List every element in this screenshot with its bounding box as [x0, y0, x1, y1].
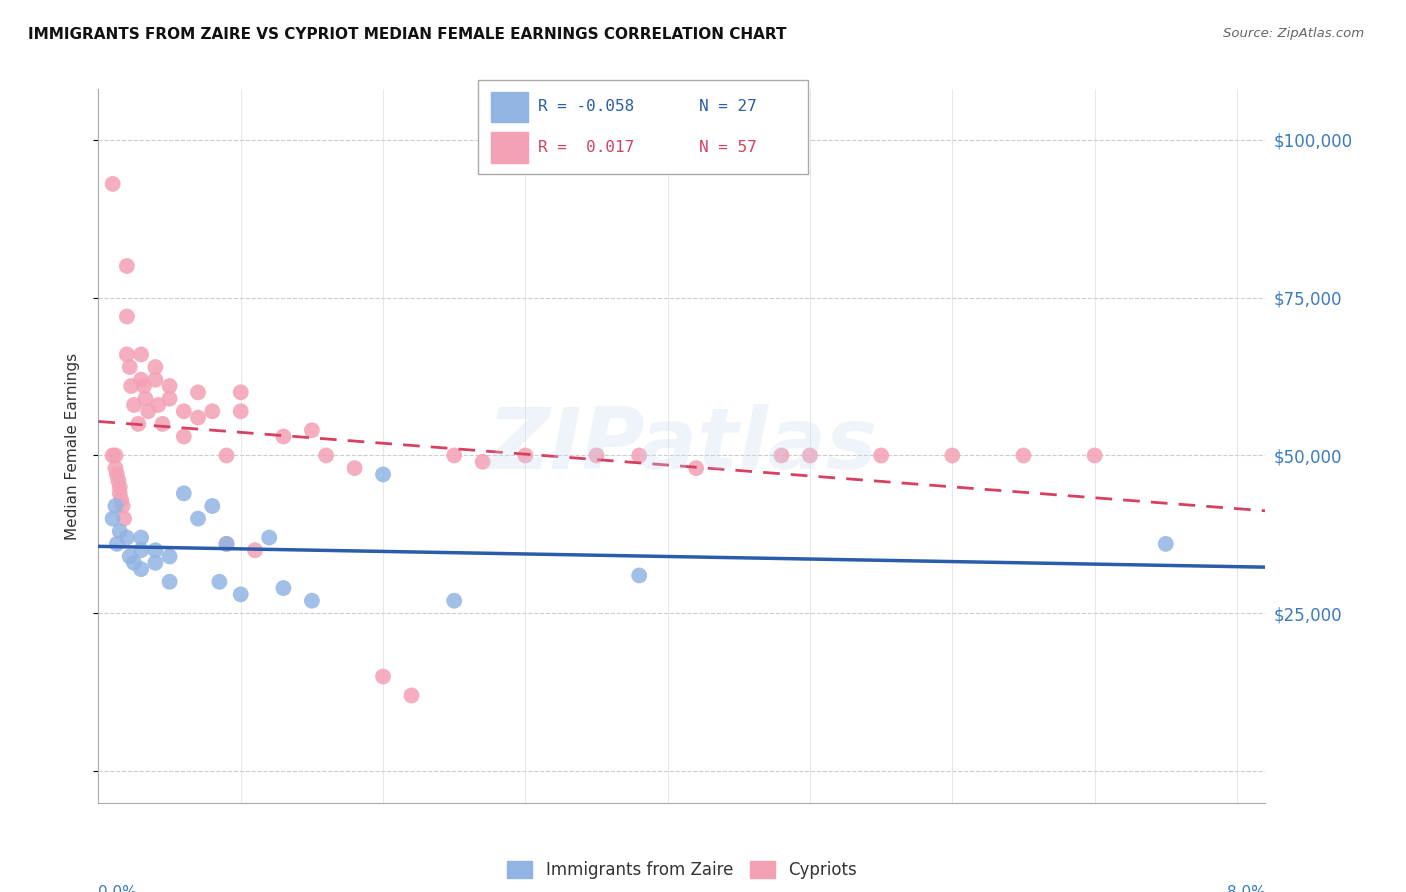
Point [108, 524, 131, 539]
Point [371, 669, 394, 683]
Point [129, 373, 152, 387]
Point [799, 449, 821, 463]
Text: ZIPatlas: ZIPatlas [486, 404, 877, 488]
Point [107, 474, 129, 488]
Point [115, 347, 138, 361]
Point [129, 531, 152, 545]
Point [1084, 449, 1107, 463]
Point [173, 429, 195, 443]
Point [115, 531, 138, 545]
Text: R = -0.058: R = -0.058 [537, 99, 634, 114]
Point [104, 499, 127, 513]
Point [101, 449, 124, 463]
Bar [491, 132, 527, 162]
Point [343, 461, 366, 475]
Point [301, 593, 323, 607]
Point [108, 486, 131, 500]
Point [105, 537, 128, 551]
Text: 0.0%: 0.0% [98, 885, 138, 892]
Point [110, 492, 132, 507]
Point [143, 543, 166, 558]
Point [122, 398, 145, 412]
Legend: Immigrants from Zaire, Cypriots: Immigrants from Zaire, Cypriots [499, 853, 865, 888]
Point [229, 404, 252, 418]
Point [143, 360, 166, 375]
Point [187, 410, 209, 425]
Point [152, 417, 174, 431]
Point [108, 480, 131, 494]
Text: IMMIGRANTS FROM ZAIRE VS CYPRIOT MEDIAN FEMALE EARNINGS CORRELATION CHART: IMMIGRANTS FROM ZAIRE VS CYPRIOT MEDIAN … [28, 27, 786, 42]
Point [127, 417, 149, 431]
Text: R =  0.017: R = 0.017 [537, 140, 634, 155]
Point [515, 449, 537, 463]
Point [118, 549, 141, 564]
Point [122, 556, 145, 570]
Point [215, 537, 238, 551]
Point [685, 461, 707, 475]
Point [159, 379, 181, 393]
Point [129, 543, 152, 558]
Point [105, 467, 128, 482]
Point [628, 568, 651, 582]
Point [187, 511, 209, 525]
Point [243, 543, 266, 558]
Text: N = 27: N = 27 [699, 99, 758, 114]
Point [273, 581, 295, 595]
Point [159, 574, 181, 589]
Point [104, 449, 127, 463]
Y-axis label: Median Female Earnings: Median Female Earnings [65, 352, 80, 540]
Text: 8.0%: 8.0% [1226, 885, 1265, 892]
Point [134, 392, 156, 406]
Point [115, 259, 138, 273]
Point [471, 455, 494, 469]
Point [401, 689, 423, 703]
Point [941, 449, 963, 463]
Point [159, 549, 181, 564]
Point [215, 449, 238, 463]
Point [129, 562, 152, 576]
Point [229, 385, 252, 400]
Text: N = 57: N = 57 [699, 140, 758, 155]
Point [1012, 449, 1035, 463]
Point [201, 499, 224, 513]
Point [129, 347, 152, 361]
Point [173, 404, 195, 418]
Point [112, 511, 135, 525]
Point [443, 593, 465, 607]
Point [315, 449, 337, 463]
Point [770, 449, 793, 463]
Point [443, 449, 465, 463]
Point [101, 511, 124, 525]
Point [148, 398, 170, 412]
Point [143, 556, 166, 570]
Point [143, 373, 166, 387]
Point [159, 392, 181, 406]
Point [115, 310, 138, 324]
FancyBboxPatch shape [478, 80, 808, 174]
Point [229, 587, 252, 601]
Point [104, 461, 127, 475]
Point [118, 360, 141, 375]
Bar [491, 92, 527, 122]
Point [132, 379, 155, 393]
Point [628, 449, 651, 463]
Point [173, 486, 195, 500]
Point [215, 537, 238, 551]
Point [111, 499, 134, 513]
Point [208, 574, 231, 589]
Point [585, 449, 607, 463]
Point [101, 177, 124, 191]
Point [120, 379, 142, 393]
Point [201, 404, 224, 418]
Point [371, 467, 394, 482]
Point [136, 404, 159, 418]
Point [1154, 537, 1177, 551]
Point [273, 429, 295, 443]
Point [187, 385, 209, 400]
Point [301, 423, 323, 437]
Point [870, 449, 893, 463]
Text: Source: ZipAtlas.com: Source: ZipAtlas.com [1223, 27, 1364, 40]
Point [257, 531, 280, 545]
